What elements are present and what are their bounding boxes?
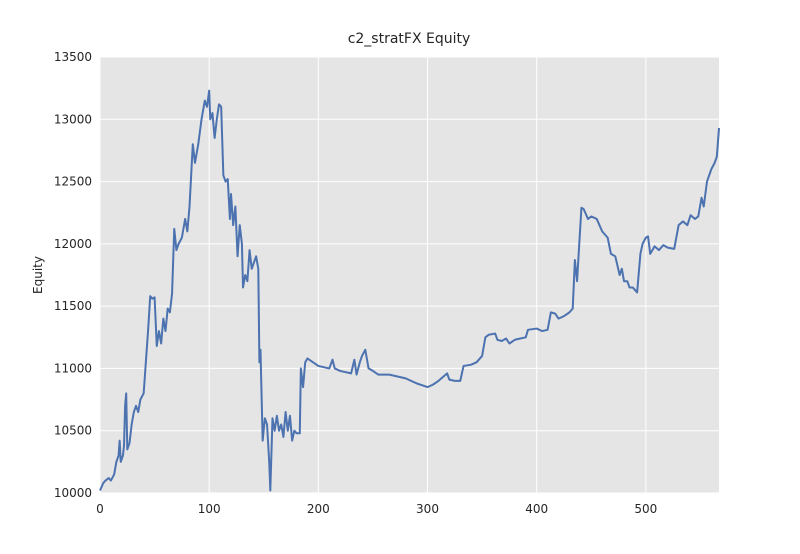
x-tick-label: 400 [525,502,548,516]
plot-background [100,57,719,493]
y-tick-label: 11000 [54,361,92,375]
y-tick-label: 12500 [54,175,92,189]
x-tick-label: 300 [416,502,439,516]
chart-title: c2_stratFX Equity [348,31,471,47]
y-axis-label: Equity [31,256,45,294]
y-tick-label: 12000 [54,237,92,251]
y-tick-label: 10000 [54,486,92,500]
y-tick-label: 10500 [54,424,92,438]
y-tick-label: 13500 [54,50,92,64]
x-tick-label: 0 [96,502,104,516]
equity-line [99,89,720,492]
x-tick-label: 500 [634,502,657,516]
x-tick-label: 200 [307,502,330,516]
x-tick-label: 100 [198,502,221,516]
y-tick-label: 13000 [54,112,92,126]
y-tick-label: 11500 [54,299,92,313]
